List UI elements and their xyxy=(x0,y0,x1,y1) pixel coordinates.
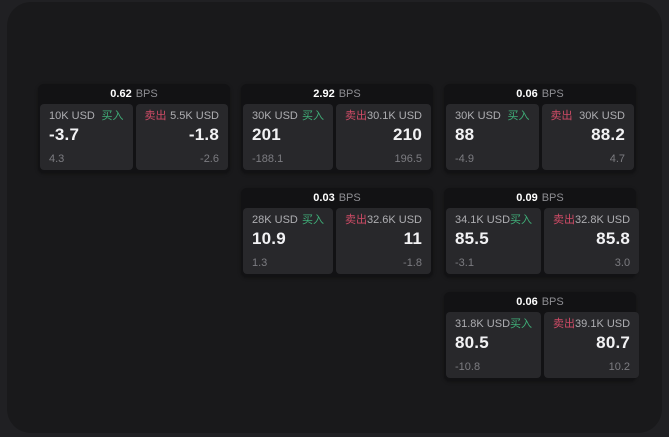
sell-change: 4.7 xyxy=(609,153,625,165)
bps-header: 0.62 BPS xyxy=(38,84,230,104)
sell-side-label: 卖出 xyxy=(553,214,576,226)
buy-size: 30K USD xyxy=(252,110,298,122)
bps-unit-label: BPS xyxy=(541,87,564,100)
buy-panel[interactable]: 10K USD 买入 -3.7 4.3 xyxy=(40,104,133,170)
buy-change: -188.1 xyxy=(252,153,284,165)
buy-side-label: 买入 xyxy=(101,110,124,122)
bps-value: 0.06 xyxy=(516,87,538,100)
sell-panel[interactable]: 卖出 39.1K USD 80.7 10.2 xyxy=(544,312,640,378)
sell-size: 32.8K USD xyxy=(575,214,631,226)
bps-value: 0.06 xyxy=(516,295,538,308)
sell-price: 85.8 xyxy=(596,229,631,248)
buy-change: -3.1 xyxy=(455,257,474,269)
bps-header: 2.92 BPS xyxy=(241,84,433,104)
buy-change: 4.3 xyxy=(49,153,65,165)
bps-header: 0.06 BPS xyxy=(444,292,636,312)
buy-panel[interactable]: 28K USD 买入 10.9 1.3 xyxy=(243,208,333,274)
sell-change: -1.8 xyxy=(403,257,422,269)
buy-size: 31.8K USD xyxy=(455,318,511,330)
sell-price: -1.8 xyxy=(188,125,219,144)
bps-header: 0.09 BPS xyxy=(444,188,636,208)
sell-size: 32.6K USD xyxy=(366,214,422,226)
quote-card-6: 0.06 BPS 31.8K USD 买入 80.5 -10.8 卖出 39.1… xyxy=(444,292,640,381)
buy-change: -10.8 xyxy=(455,361,481,373)
bps-unit-label: BPS xyxy=(541,295,564,308)
bps-header: 0.06 BPS xyxy=(444,84,636,104)
sell-size: 5.5K USD xyxy=(170,110,219,122)
bps-unit-label: BPS xyxy=(541,191,564,204)
buy-side-label: 买入 xyxy=(510,214,533,226)
quote-card-5: 0.09 BPS 34.1K USD 买入 85.5 -3.1 卖出 32.8K… xyxy=(444,188,640,277)
sell-panel[interactable]: 卖出 5.5K USD -1.8 -2.6 xyxy=(135,104,228,170)
sell-panel[interactable]: 卖出 30K USD 88.2 4.7 xyxy=(541,104,634,170)
buy-side-label: 买入 xyxy=(301,110,324,122)
buy-side-label: 买入 xyxy=(510,318,533,330)
buy-panel[interactable]: 30K USD 买入 88 -4.9 xyxy=(446,104,539,170)
quote-card-1: 0.62 BPS 10K USD 买入 -3.7 4.3 卖出 5.5K USD… xyxy=(38,84,230,173)
sell-change: -2.6 xyxy=(200,153,219,165)
bps-value: 0.09 xyxy=(516,191,538,204)
sell-panel[interactable]: 卖出 32.8K USD 85.8 3.0 xyxy=(544,208,640,274)
sell-panel[interactable]: 卖出 30.1K USD 210 196.5 xyxy=(335,104,431,170)
bps-value: 0.62 xyxy=(110,87,132,100)
sell-side-label: 卖出 xyxy=(344,110,367,122)
sell-price: 80.7 xyxy=(596,333,631,352)
quote-card-4: 0.03 BPS 28K USD 买入 10.9 1.3 卖出 32.6K US… xyxy=(241,188,433,277)
buy-price: 88 xyxy=(455,125,475,144)
sell-panel[interactable]: 卖出 32.6K USD 11 -1.8 xyxy=(335,208,431,274)
sell-price: 88.2 xyxy=(591,125,625,144)
buy-change: 1.3 xyxy=(252,257,268,269)
buy-side-label: 买入 xyxy=(301,214,324,226)
sell-price: 210 xyxy=(393,125,422,144)
buy-price: 201 xyxy=(252,125,281,144)
sell-side-label: 卖出 xyxy=(144,110,167,122)
buy-size: 34.1K USD xyxy=(455,214,511,226)
sell-price: 11 xyxy=(403,229,422,248)
buy-price: 10.9 xyxy=(252,229,286,248)
sell-side-label: 卖出 xyxy=(553,318,576,330)
buy-change: -4.9 xyxy=(455,153,474,165)
buy-panel[interactable]: 31.8K USD 买入 80.5 -10.8 xyxy=(446,312,542,378)
sell-side-label: 卖出 xyxy=(344,214,367,226)
sell-size: 39.1K USD xyxy=(575,318,631,330)
sell-size: 30K USD xyxy=(579,110,625,122)
buy-panel[interactable]: 34.1K USD 买入 85.5 -3.1 xyxy=(446,208,542,274)
bps-value: 2.92 xyxy=(313,87,335,100)
buy-size: 28K USD xyxy=(252,214,298,226)
sell-size: 30.1K USD xyxy=(366,110,422,122)
buy-side-label: 买入 xyxy=(507,110,530,122)
bps-header: 0.03 BPS xyxy=(241,188,433,208)
sell-side-label: 卖出 xyxy=(550,110,573,122)
bps-unit-label: BPS xyxy=(135,87,158,100)
bps-unit-label: BPS xyxy=(338,191,361,204)
quote-card-2: 2.92 BPS 30K USD 买入 201 -188.1 卖出 30.1K … xyxy=(241,84,433,173)
buy-panel[interactable]: 30K USD 买入 201 -188.1 xyxy=(243,104,333,170)
buy-size: 30K USD xyxy=(455,110,501,122)
sell-change: 196.5 xyxy=(394,153,422,165)
buy-size: 10K USD xyxy=(49,110,95,122)
buy-price: 85.5 xyxy=(455,229,489,248)
buy-price: -3.7 xyxy=(49,125,80,144)
sell-change: 3.0 xyxy=(614,257,631,269)
quote-card-3: 0.06 BPS 30K USD 买入 88 -4.9 卖出 30K USD 8… xyxy=(444,84,636,173)
sell-change: 10.2 xyxy=(608,361,631,373)
bps-unit-label: BPS xyxy=(338,87,361,100)
buy-price: 80.5 xyxy=(455,333,489,352)
bps-value: 0.03 xyxy=(313,191,335,204)
